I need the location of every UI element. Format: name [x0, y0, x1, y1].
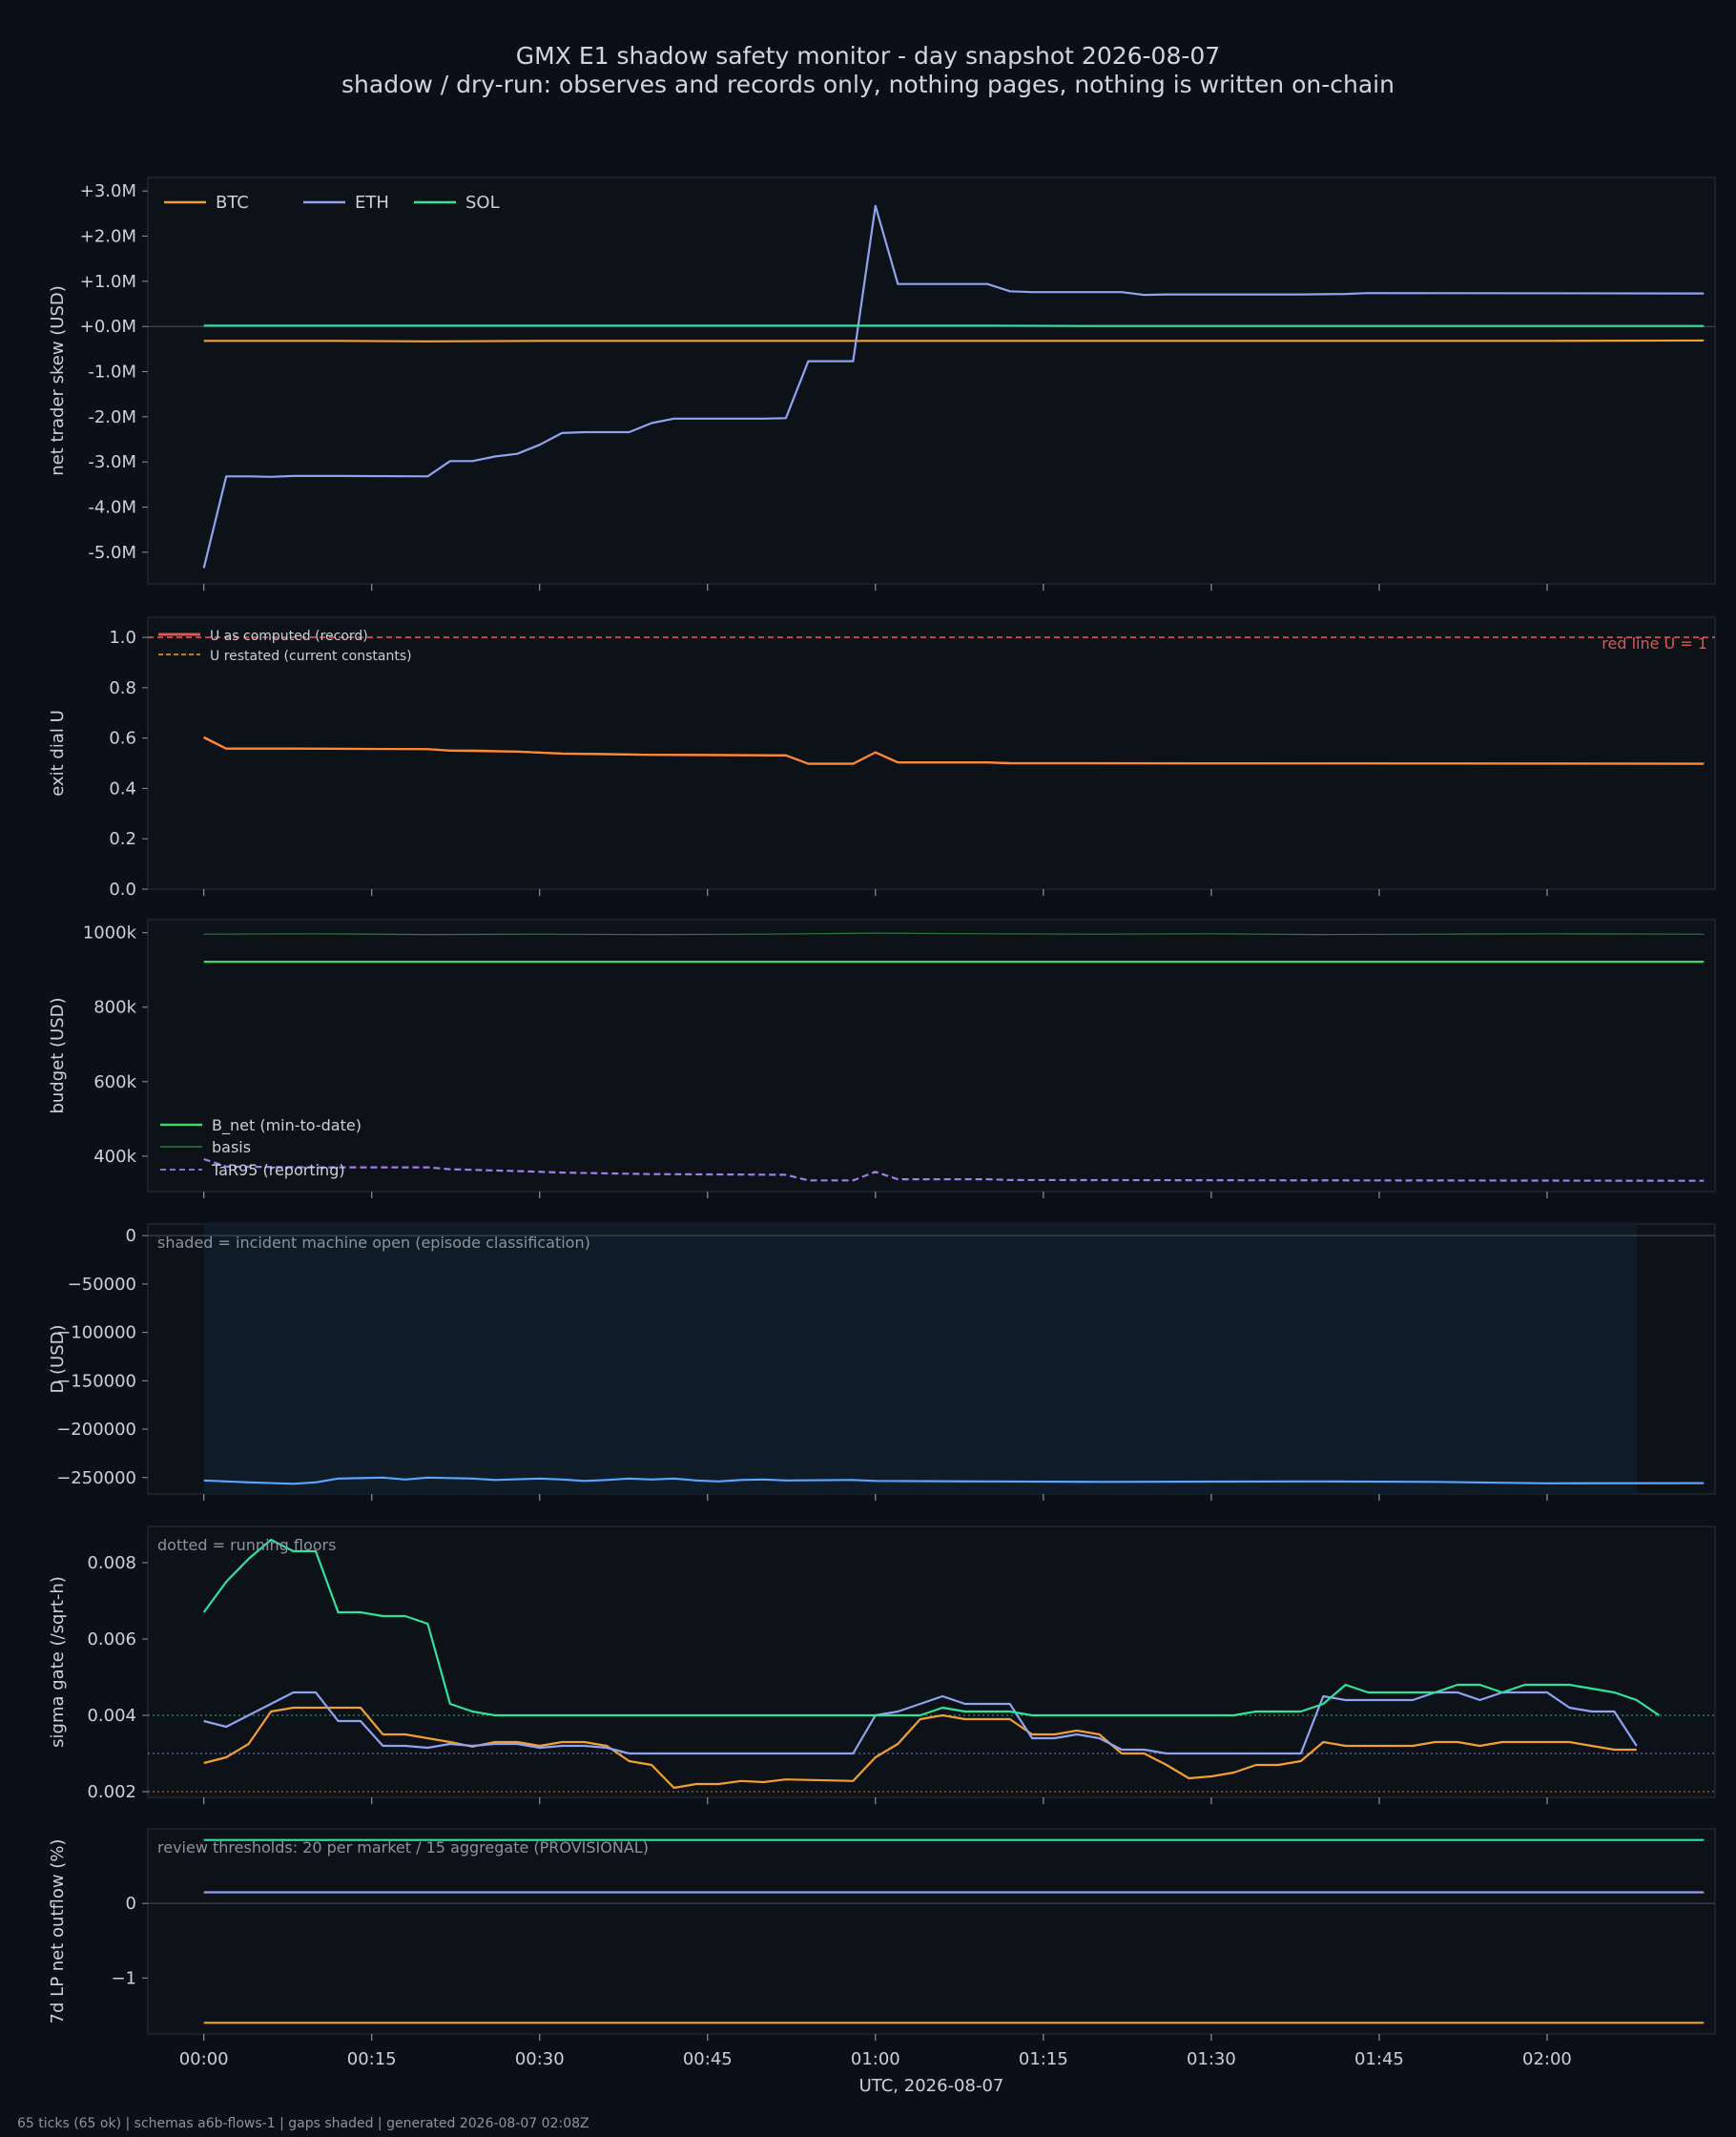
- panel-2-frame: [147, 616, 1716, 890]
- panel-4-annotation: shaded = incident machine open (episode …: [157, 1234, 590, 1252]
- panel-2-ytick-label: 0.8: [109, 678, 136, 698]
- panel-2-ytick-label: 0.4: [109, 778, 136, 799]
- panel-3-ytick-label: 600k: [93, 1072, 136, 1092]
- panel-6-ylabel: 7d LP net outflow (%): [48, 1839, 68, 2024]
- panel-4-ytick-label: −250000: [56, 1468, 136, 1488]
- x-tick-label: 00:30: [515, 2049, 565, 2069]
- panel-5-ytick-label: 0.008: [87, 1553, 136, 1573]
- panel-6-ytick-label: 0: [126, 1894, 136, 1914]
- panel-5-ytick-label: 0.002: [87, 1782, 136, 1802]
- panel-3-series-tar95-reporting-: [203, 1157, 1705, 1182]
- panel-3-frame: [147, 919, 1716, 1193]
- panel-3-ytick-label: 800k: [93, 998, 136, 1018]
- panel-5-ytick-label: 0.004: [87, 1706, 136, 1726]
- panel-6-ytick-label: −1: [111, 1968, 136, 1988]
- panel-5-annotation: dotted = running floors: [157, 1536, 336, 1554]
- panel-1-ytick-label: -2.0M: [88, 407, 136, 427]
- panel-4-shaded-range: [203, 1224, 1637, 1494]
- panel-2-ytick-label: 0.2: [109, 829, 136, 849]
- panel-1-series-btc: [203, 339, 1705, 342]
- panel-1-legend-label: ETH: [355, 193, 389, 213]
- panel-1-ytick-label: +2.0M: [80, 227, 136, 247]
- chart-subtitle: shadow / dry-run: observes and records o…: [341, 71, 1395, 98]
- x-tick-label: 01:00: [851, 2049, 900, 2069]
- panel-6-frame: [147, 1828, 1716, 2035]
- panel-4-series-d: [203, 1476, 1705, 1485]
- panel-2-legend-label: U as computed (record): [210, 629, 368, 644]
- panel-1-ytick-label: -4.0M: [88, 498, 136, 518]
- panel-4-ylabel: D (USD): [48, 1324, 68, 1393]
- panel-6-annotation: review thresholds: 20 per market / 15 ag…: [157, 1838, 649, 1857]
- panel-1-ytick-label: +1.0M: [80, 272, 136, 292]
- panel-3-ytick-label: 1000k: [83, 923, 137, 944]
- panel-1-ytick-label: +0.0M: [80, 317, 136, 337]
- panel-5-ylabel: sigma gate (/sqrt-h): [48, 1576, 68, 1748]
- panel-1-ytick-label: -5.0M: [88, 543, 136, 563]
- panel-5-series-eth: [203, 1691, 1638, 1755]
- x-tick-label: 01:15: [1019, 2049, 1068, 2069]
- x-tick-label: 00:45: [683, 2049, 733, 2069]
- red-line-annotation: red line U = 1: [1602, 634, 1707, 653]
- panel-2-ytick-label: 0.6: [109, 729, 136, 749]
- panel-1-legend-label: SOL: [465, 193, 500, 213]
- footer-status: 65 ticks (65 ok) | schemas a6b-flows-1 |…: [17, 2116, 589, 2131]
- x-tick-label: 00:00: [179, 2049, 229, 2069]
- panel-5-ytick-label: 0.006: [87, 1629, 136, 1649]
- x-axis-label: UTC, 2026-08-07: [859, 2076, 1004, 2096]
- panel-3-legend-label: B_net (min-to-date): [212, 1116, 362, 1135]
- panel-5-series-btc: [203, 1706, 1637, 1790]
- panel-4-ytick-label: −100000: [56, 1323, 136, 1343]
- chart-title: GMX E1 shadow safety monitor - day snaps…: [515, 42, 1221, 70]
- panel-2-ytick-label: 0.0: [109, 880, 136, 900]
- panel-2-ytick-label: 1.0: [109, 628, 136, 648]
- panel-5-frame: [147, 1525, 1716, 1798]
- panel-5-series-sol: [202, 1538, 1660, 1717]
- x-tick-label: 00:15: [347, 2049, 397, 2069]
- panel-3-series-basis: [203, 932, 1705, 936]
- x-tick-label: 02:00: [1522, 2049, 1572, 2069]
- x-tick-label: 01:45: [1354, 2049, 1404, 2069]
- panel-1-ytick-label: -1.0M: [88, 363, 136, 383]
- panel-2-series-u-restated-current-constants-: [203, 737, 1705, 765]
- panel-3-legend-label: TaR95 (reporting): [211, 1161, 345, 1179]
- panel-1-legend-label: BTC: [216, 193, 249, 213]
- panel-1-ytick-label: -3.0M: [88, 452, 136, 472]
- panel-4-ytick-label: −150000: [56, 1371, 136, 1391]
- panel-4-ytick-label: −200000: [56, 1420, 136, 1440]
- panel-3-ylabel: budget (USD): [48, 997, 68, 1113]
- x-tick-label: 01:30: [1187, 2049, 1236, 2069]
- panel-2-legend-label: U restated (current constants): [210, 649, 412, 664]
- panel-1-ylabel: net trader skew (USD): [48, 285, 68, 476]
- panel-1-ytick-label: +3.0M: [80, 181, 136, 201]
- panel-4-ytick-label: 0: [126, 1226, 136, 1246]
- panel-2-ylabel: exit dial U: [48, 710, 68, 797]
- panel-1-series-eth: [202, 204, 1705, 569]
- panel-4-ytick-label: −50000: [68, 1275, 136, 1295]
- panel-3-legend-label: basis: [212, 1138, 251, 1156]
- panel-3-ytick-label: 400k: [93, 1147, 136, 1167]
- panel-1-frame: [147, 176, 1716, 585]
